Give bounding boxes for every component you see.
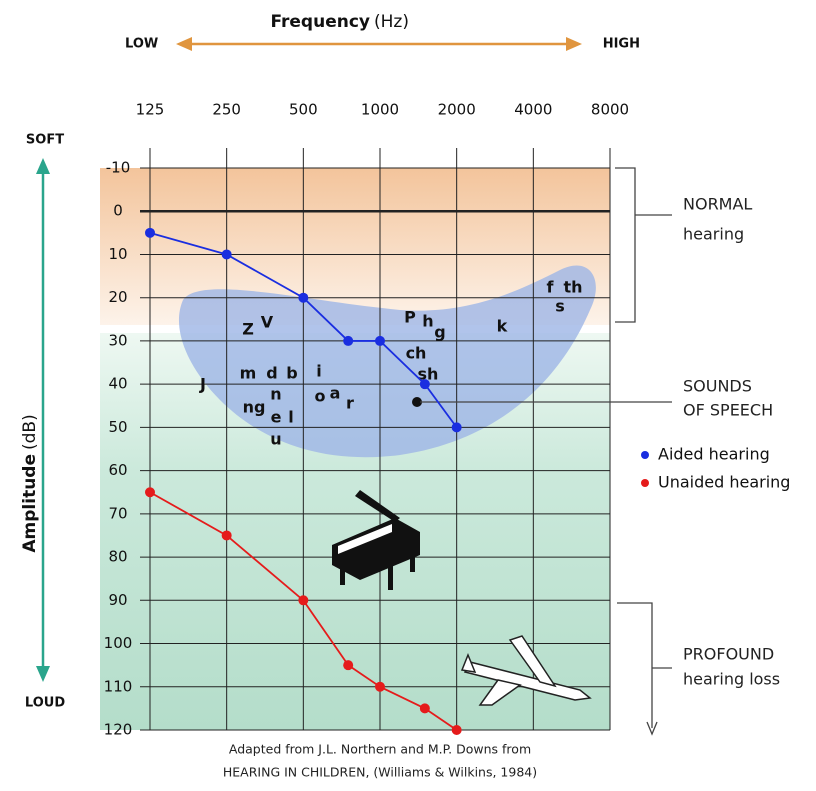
y-tick-label: 0 <box>113 202 123 220</box>
y-tick-label: 120 <box>104 721 133 739</box>
data-point <box>145 228 155 238</box>
speech-sound: V <box>261 313 274 332</box>
data-point <box>343 660 353 670</box>
data-point <box>452 725 462 735</box>
y-title-group: Amplitude (dB) <box>20 414 40 552</box>
speech-sound: J <box>199 375 206 394</box>
speech-label: SOUNDS <box>683 377 752 396</box>
data-point <box>343 336 353 346</box>
speech-sound: h <box>422 312 433 331</box>
speech-sound: e <box>271 408 282 427</box>
speech-label: OF SPEECH <box>683 401 773 420</box>
data-point <box>375 336 385 346</box>
y-title: Amplitude <box>20 454 40 553</box>
speech-sound: k <box>497 317 508 336</box>
normal-label: NORMAL <box>683 195 752 214</box>
profound-label: hearing loss <box>683 670 780 689</box>
legend-label: Unaided hearing <box>658 473 790 492</box>
soft-label: SOFT <box>26 133 64 148</box>
profound-label: PROFOUND <box>683 645 774 664</box>
y-tick-label: 40 <box>108 375 127 393</box>
data-point <box>452 422 462 432</box>
speech-sound: m <box>240 364 257 383</box>
speech-sound: o <box>315 387 326 406</box>
speech-sound: s <box>555 297 565 316</box>
speech-sound: b <box>286 364 297 383</box>
data-point <box>298 293 308 303</box>
speech-sound: g <box>434 323 445 342</box>
legend-swatch <box>641 451 649 459</box>
speech-sound: th <box>563 278 582 297</box>
y-tick-label: 110 <box>104 677 133 695</box>
data-point <box>145 487 155 497</box>
data-point <box>298 595 308 605</box>
high-label: HIGH <box>603 37 640 52</box>
x-tick-label: 4000 <box>514 101 552 119</box>
normal-label: hearing <box>683 225 744 244</box>
speech-sound: r <box>346 394 354 413</box>
x-tick-label: 1000 <box>361 101 399 119</box>
speech-sound: Z <box>242 320 254 339</box>
caption: Adapted from J.L. Northern and M.P. Down… <box>229 742 531 757</box>
speech-sound: ch <box>406 344 427 363</box>
x-tick-label: 250 <box>212 101 241 119</box>
y-title-unit: (dB) <box>20 414 40 450</box>
data-point <box>420 703 430 713</box>
loud-label: LOUD <box>25 696 65 711</box>
legend: Aided hearing Unaided hearing <box>641 445 790 492</box>
speech-sound: P <box>404 308 416 327</box>
speech-sound: d <box>266 364 277 383</box>
y-tick-label: 70 <box>108 504 127 522</box>
speech-sound: l <box>288 408 293 427</box>
caption: HEARING IN CHILDREN, (Williams & Wilkins… <box>223 765 537 780</box>
speech-sound: a <box>330 384 341 403</box>
data-point <box>222 530 232 540</box>
speech-sound: f <box>547 278 555 297</box>
data-point <box>222 249 232 259</box>
y-tick-label: 100 <box>104 634 133 652</box>
y-tick-label: -10 <box>106 159 131 177</box>
legend-label: Aided hearing <box>658 445 770 464</box>
speech-sound: ng <box>243 398 266 417</box>
data-point <box>375 682 385 692</box>
low-label: LOW <box>125 37 158 52</box>
y-tick-label: 20 <box>108 288 127 306</box>
y-tick-label: 60 <box>108 461 127 479</box>
legend-swatch <box>641 479 649 487</box>
y-tick-label: 10 <box>108 245 127 263</box>
freq-arrow <box>176 37 582 51</box>
y-tick-label: 50 <box>108 418 127 436</box>
speech-sound: u <box>270 430 281 449</box>
chart: -10 0 10 20 30 40 50 60 70 80 90 100 110 120 125 250 500… <box>0 0 816 791</box>
y-tick-label: 80 <box>108 548 127 566</box>
speech-sound: n <box>270 385 281 404</box>
x-title: Frequency <box>270 12 370 32</box>
x-tick-label: 500 <box>289 101 318 119</box>
speech-sound: i <box>316 362 321 381</box>
y-tick-label: 30 <box>108 331 127 349</box>
x-tick-label: 2000 <box>438 101 476 119</box>
x-title-unit: (Hz) <box>374 12 409 32</box>
data-point <box>420 379 430 389</box>
profound-bracket <box>617 603 672 734</box>
x-tick-label: 8000 <box>591 101 629 119</box>
x-tick-label: 125 <box>136 101 165 119</box>
normal-bracket <box>615 168 672 322</box>
y-tick-label: 90 <box>108 591 127 609</box>
